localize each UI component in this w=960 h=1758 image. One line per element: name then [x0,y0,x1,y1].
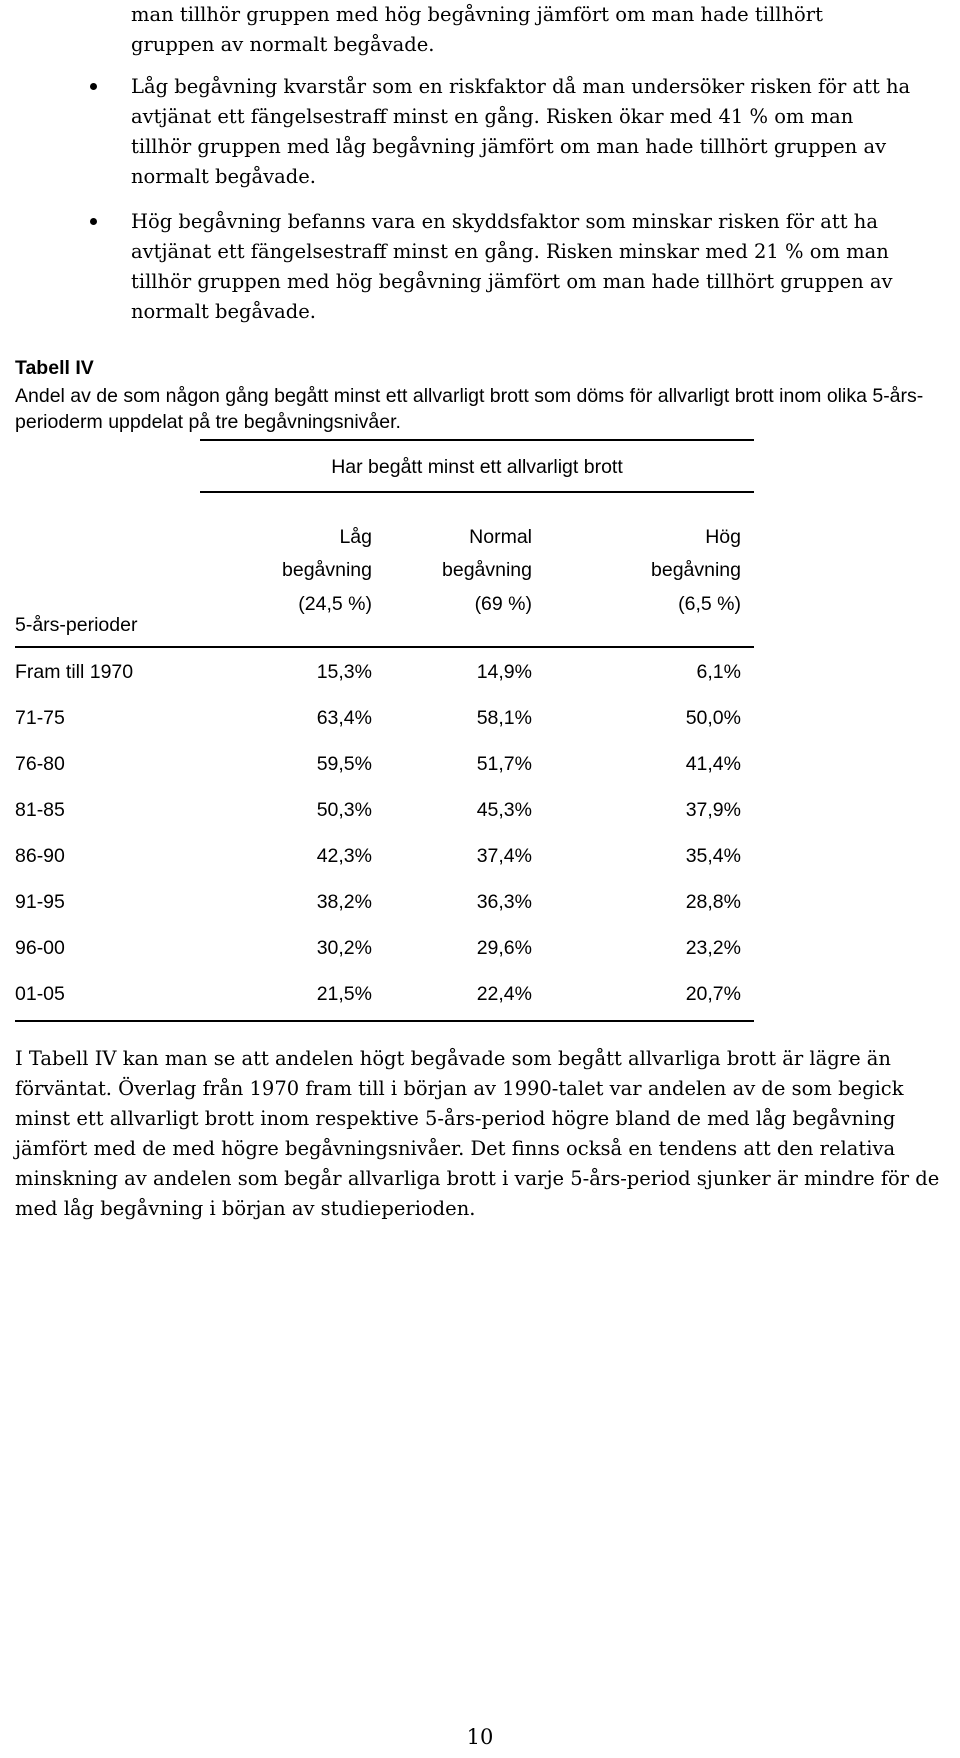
table-cell: 41,4% [685,753,741,775]
table-cell: 37,9% [685,799,741,821]
table-row-period: 01-05 [15,983,65,1005]
table-cell: 36,3% [476,891,532,913]
table-cell: 30,2% [316,937,372,959]
bullet-list: Låg begåvning kvarstår som en riskfaktor… [90,72,920,342]
table-cell: 63,4% [316,707,372,729]
table-cell: 35,4% [685,845,741,867]
table-cell: 50,0% [685,707,741,729]
table-cell: 45,3% [476,799,532,821]
table-cell: 6,1% [696,661,741,683]
table-rule-group [200,491,754,493]
summary-paragraph: I Tabell IV kan man se att andelen högt … [15,1047,940,1220]
table-cell: 37,4% [476,845,532,867]
table-cell: 21,5% [316,983,372,1005]
bullet-dot-icon [90,83,97,90]
table-rule-header [15,646,754,648]
bullet-item: Låg begåvning kvarstår som en riskfaktor… [90,72,911,192]
table-cell: 29,6% [476,937,532,959]
table-row-period: 76-80 [15,753,65,775]
table-row-period: 91-95 [15,891,65,913]
table-title: Tabell IV [15,357,94,379]
table-row-period: 86-90 [15,845,65,867]
column-header-low: begåvning [282,559,372,581]
column-header-high: Hög [705,526,741,548]
intro-continuation: man tillhör gruppen med hög begåvning jä… [131,3,823,56]
table-cell: 28,8% [685,891,741,913]
column-header-high: (6,5 %) [678,593,741,615]
bullet-dot-icon [90,218,97,225]
column-header-normal: (69 %) [474,593,532,615]
table-cell: 14,9% [476,661,532,683]
table-rule-bottom [15,1020,754,1022]
bullet-text: Hög begåvning befanns vara en skyddsfakt… [131,210,893,323]
table-cell: 15,3% [316,661,372,683]
table-cell: 59,5% [316,753,372,775]
column-header-normal: Normal [469,526,532,548]
table-cell: 42,3% [316,845,372,867]
table-cell: 22,4% [476,983,532,1005]
table-row-period: Fram till 1970 [15,661,134,683]
table-rule-top [200,439,754,441]
column-header-low: Låg [339,526,372,548]
column-header-normal: begåvning [442,559,532,581]
row-header-label: 5-års-perioder [15,614,138,636]
table-cell: 38,2% [316,891,372,913]
table-cell: 20,7% [685,983,741,1005]
table-cell: 50,3% [316,799,372,821]
table-row-period: 71-75 [15,707,65,729]
bullet-text: Låg begåvning kvarstår som en riskfaktor… [131,75,911,188]
table-row-period: 96-00 [15,937,65,959]
column-header-low: (24,5 %) [298,593,372,615]
table-cell: 23,2% [685,937,741,959]
column-header-high: begåvning [651,559,741,581]
table-cell: 51,7% [476,753,532,775]
bullet-item: Hög begåvning befanns vara en skyddsfakt… [90,207,911,327]
table-cell: 58,1% [476,707,532,729]
table-row-period: 81-85 [15,799,65,821]
table-caption: Andel av de som någon gång begått minst … [15,385,924,433]
table-group-header: Har begått minst ett allvarligt brott [331,456,623,478]
page-number: 10 [466,1725,494,1749]
